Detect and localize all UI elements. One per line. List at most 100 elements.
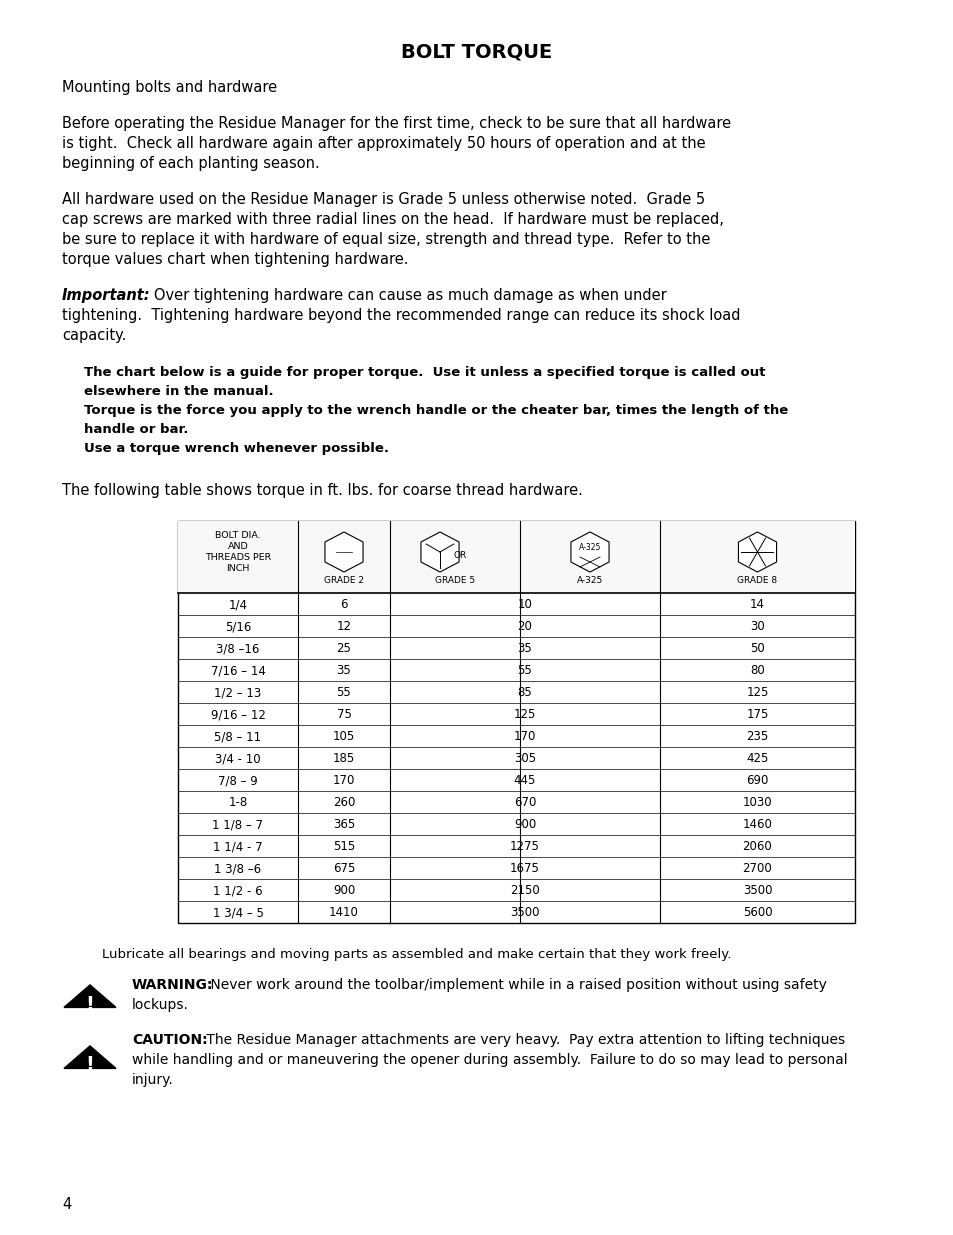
Bar: [178, 521, 854, 923]
Text: is tight.  Check all hardware again after approximately 50 hours of operation an: is tight. Check all hardware again after…: [62, 136, 705, 151]
Bar: [178, 521, 854, 593]
Text: Over tightening hardware can cause as much damage as when under: Over tightening hardware can cause as mu…: [140, 288, 666, 303]
Text: 2060: 2060: [741, 841, 772, 853]
Text: capacity.: capacity.: [62, 329, 126, 343]
Text: 445: 445: [514, 774, 536, 788]
Text: 35: 35: [517, 642, 532, 656]
Text: 3500: 3500: [510, 906, 539, 920]
Text: 900: 900: [514, 819, 536, 831]
Text: 125: 125: [514, 709, 536, 721]
Text: Never work around the toolbar/implement while in a raised position without using: Never work around the toolbar/implement …: [206, 978, 826, 992]
Polygon shape: [64, 986, 116, 1008]
Text: The following table shows torque in ft. lbs. for coarse thread hardware.: The following table shows torque in ft. …: [62, 483, 582, 498]
Text: 235: 235: [745, 730, 768, 743]
Text: 170: 170: [333, 774, 355, 788]
Text: 1/2 – 13: 1/2 – 13: [214, 687, 261, 699]
Text: BOLT TORQUE: BOLT TORQUE: [401, 42, 552, 61]
Text: be sure to replace it with hardware of equal size, strength and thread type.  Re: be sure to replace it with hardware of e…: [62, 232, 710, 247]
Text: 55: 55: [336, 687, 351, 699]
Text: A-325: A-325: [577, 576, 602, 585]
Text: 1275: 1275: [510, 841, 539, 853]
Text: 1 3/8 –6: 1 3/8 –6: [214, 862, 261, 876]
Polygon shape: [64, 1046, 116, 1068]
Text: 305: 305: [514, 752, 536, 766]
Text: !: !: [86, 1056, 94, 1074]
Text: Before operating the Residue Manager for the first time, check to be sure that a: Before operating the Residue Manager for…: [62, 116, 730, 131]
Text: 105: 105: [333, 730, 355, 743]
Text: 1410: 1410: [329, 906, 358, 920]
Text: 515: 515: [333, 841, 355, 853]
Text: 425: 425: [745, 752, 768, 766]
Text: THREADS PER: THREADS PER: [205, 553, 271, 562]
Text: handle or bar.: handle or bar.: [84, 424, 188, 436]
Polygon shape: [325, 532, 363, 572]
Text: AND: AND: [228, 542, 248, 551]
Text: 5/16: 5/16: [225, 620, 251, 634]
Text: 260: 260: [333, 797, 355, 809]
Text: 30: 30: [749, 620, 764, 634]
Text: Mounting bolts and hardware: Mounting bolts and hardware: [62, 80, 276, 95]
Text: cap screws are marked with three radial lines on the head.  If hardware must be : cap screws are marked with three radial …: [62, 212, 723, 227]
Text: injury.: injury.: [132, 1073, 173, 1087]
Text: The Residue Manager attachments are very heavy.  Pay extra attention to lifting : The Residue Manager attachments are very…: [202, 1032, 844, 1047]
Text: 3/8 –16: 3/8 –16: [216, 642, 259, 656]
Text: 55: 55: [517, 664, 532, 678]
Text: 900: 900: [333, 884, 355, 898]
Polygon shape: [570, 532, 608, 572]
Text: 3/4 - 10: 3/4 - 10: [215, 752, 260, 766]
Text: 1675: 1675: [510, 862, 539, 876]
Text: GRADE 5: GRADE 5: [435, 576, 475, 585]
Text: All hardware used on the Residue Manager is Grade 5 unless otherwise noted.  Gra: All hardware used on the Residue Manager…: [62, 191, 704, 207]
Text: torque values chart when tightening hardware.: torque values chart when tightening hard…: [62, 252, 408, 267]
Text: 2700: 2700: [741, 862, 772, 876]
Text: 25: 25: [336, 642, 351, 656]
Text: 3500: 3500: [742, 884, 771, 898]
Text: 185: 185: [333, 752, 355, 766]
Text: 365: 365: [333, 819, 355, 831]
Text: BOLT DIA.: BOLT DIA.: [214, 531, 260, 540]
Text: CAUTION:: CAUTION:: [132, 1032, 208, 1047]
Text: 50: 50: [749, 642, 764, 656]
Text: 14: 14: [749, 599, 764, 611]
Text: A-325: A-325: [578, 542, 600, 552]
Text: 75: 75: [336, 709, 351, 721]
Text: 175: 175: [745, 709, 768, 721]
Text: lockups.: lockups.: [132, 998, 189, 1011]
Polygon shape: [738, 532, 776, 572]
Text: Important:: Important:: [62, 288, 151, 303]
Text: 170: 170: [514, 730, 536, 743]
Text: 670: 670: [514, 797, 536, 809]
Text: 12: 12: [336, 620, 351, 634]
Text: 690: 690: [745, 774, 768, 788]
Text: INCH: INCH: [226, 564, 250, 573]
Text: !: !: [86, 994, 94, 1014]
Text: 1 1/4 - 7: 1 1/4 - 7: [213, 841, 262, 853]
Text: 9/16 – 12: 9/16 – 12: [211, 709, 265, 721]
Text: 1460: 1460: [741, 819, 772, 831]
Text: 5600: 5600: [741, 906, 772, 920]
Text: 1030: 1030: [741, 797, 772, 809]
Text: 2150: 2150: [510, 884, 539, 898]
Text: WARNING:: WARNING:: [132, 978, 213, 992]
Text: elsewhere in the manual.: elsewhere in the manual.: [84, 385, 274, 398]
Text: 675: 675: [333, 862, 355, 876]
Text: GRADE 2: GRADE 2: [324, 576, 364, 585]
Text: OR: OR: [453, 551, 466, 559]
Text: Torque is the force you apply to the wrench handle or the cheater bar, times the: Torque is the force you apply to the wre…: [84, 404, 787, 417]
Text: 5/8 – 11: 5/8 – 11: [214, 730, 261, 743]
Text: GRADE 8: GRADE 8: [737, 576, 777, 585]
Text: 6: 6: [340, 599, 348, 611]
Text: 20: 20: [517, 620, 532, 634]
Text: 7/8 – 9: 7/8 – 9: [218, 774, 257, 788]
Text: 1 1/8 – 7: 1 1/8 – 7: [213, 819, 263, 831]
Text: 80: 80: [749, 664, 764, 678]
Text: 85: 85: [517, 687, 532, 699]
Text: 4: 4: [62, 1197, 71, 1212]
Text: 35: 35: [336, 664, 351, 678]
Text: 125: 125: [745, 687, 768, 699]
Text: 7/16 – 14: 7/16 – 14: [211, 664, 265, 678]
Text: 1 3/4 – 5: 1 3/4 – 5: [213, 906, 263, 920]
Text: beginning of each planting season.: beginning of each planting season.: [62, 156, 319, 170]
Text: 1-8: 1-8: [228, 797, 248, 809]
Polygon shape: [420, 532, 458, 572]
